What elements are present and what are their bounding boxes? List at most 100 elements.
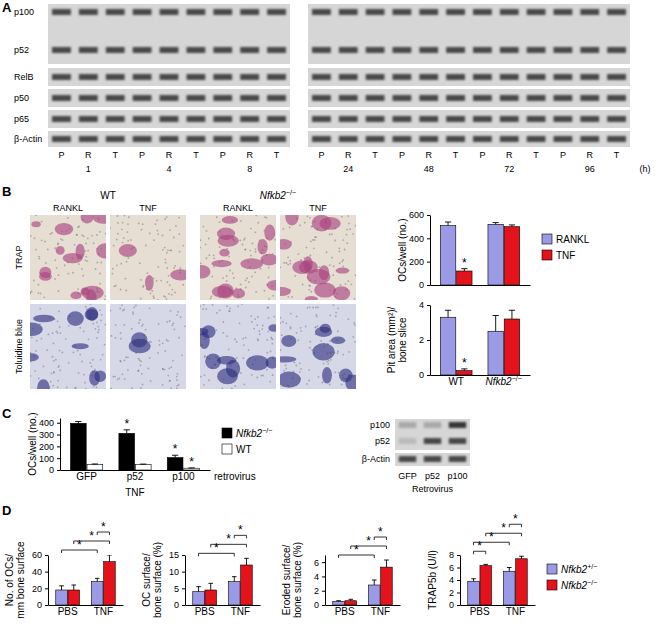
speckle bbox=[48, 334, 50, 336]
blot-band bbox=[79, 74, 98, 80]
speckle bbox=[102, 354, 104, 356]
speckle bbox=[308, 369, 310, 371]
speckle bbox=[169, 380, 171, 382]
speckle bbox=[231, 388, 233, 389]
cell bbox=[211, 260, 231, 267]
speckle bbox=[162, 342, 164, 344]
blot-strip bbox=[308, 131, 630, 147]
speckle bbox=[55, 359, 57, 361]
y-tick: 0 bbox=[174, 600, 185, 610]
bar bbox=[71, 423, 87, 470]
speckle bbox=[316, 316, 318, 318]
blot-band bbox=[160, 47, 179, 53]
speckle bbox=[85, 256, 87, 258]
bar bbox=[345, 601, 357, 605]
speckle bbox=[315, 314, 317, 316]
blot-band bbox=[500, 74, 519, 80]
y-tick-label: 40 bbox=[32, 567, 42, 577]
speckle bbox=[31, 291, 33, 293]
error-bar bbox=[384, 560, 389, 567]
micrograph bbox=[200, 304, 276, 389]
speckle bbox=[242, 338, 244, 340]
speckle bbox=[280, 322, 281, 324]
speckle bbox=[47, 249, 49, 251]
significance-star: * bbox=[513, 512, 518, 526]
speckle bbox=[35, 350, 37, 352]
blot-band bbox=[240, 74, 259, 80]
speckle bbox=[60, 238, 62, 240]
speckle bbox=[74, 244, 76, 246]
significance-star: * bbox=[238, 523, 243, 537]
speckle bbox=[354, 298, 356, 300]
blot-band bbox=[419, 74, 438, 80]
speckle bbox=[283, 262, 285, 264]
speckle bbox=[142, 223, 144, 225]
speckle bbox=[142, 286, 144, 288]
bar bbox=[228, 582, 240, 605]
cell bbox=[31, 221, 40, 227]
cell bbox=[70, 292, 81, 300]
cell bbox=[119, 244, 137, 257]
speckle bbox=[135, 305, 137, 307]
error-bar bbox=[196, 587, 201, 592]
speckle bbox=[290, 313, 292, 315]
x-tick-label: TNF bbox=[94, 606, 113, 617]
speckle bbox=[221, 388, 223, 389]
speckle bbox=[309, 341, 311, 343]
speckle bbox=[43, 296, 45, 298]
speckle bbox=[171, 289, 173, 291]
error-bar bbox=[75, 422, 81, 424]
y-tick-mark bbox=[57, 446, 60, 447]
speckle bbox=[228, 256, 230, 258]
speckle bbox=[83, 374, 85, 376]
speckle bbox=[97, 262, 99, 264]
speckle bbox=[264, 216, 266, 218]
blot-band bbox=[607, 9, 626, 15]
blot-band bbox=[554, 47, 573, 53]
y-tick-mark bbox=[322, 576, 325, 577]
speckle bbox=[133, 306, 135, 308]
speckle bbox=[31, 336, 33, 338]
x-tick-label: PBS bbox=[195, 606, 215, 617]
speckle bbox=[116, 239, 118, 241]
speckle bbox=[141, 325, 143, 327]
y-axis: 0100200300400 bbox=[39, 418, 61, 475]
speckle bbox=[178, 217, 180, 219]
blot-band bbox=[240, 9, 259, 15]
speckle bbox=[229, 308, 231, 310]
speckle bbox=[159, 344, 161, 346]
speckle bbox=[222, 277, 224, 279]
speckle bbox=[127, 223, 129, 225]
error-bar bbox=[232, 577, 237, 582]
speckle bbox=[68, 362, 70, 364]
x-tick-label: TNF bbox=[231, 606, 250, 617]
cell bbox=[281, 335, 296, 347]
speckle bbox=[115, 324, 117, 326]
stain-label: Toluidine blue bbox=[14, 319, 24, 374]
x-tick-label: TNF bbox=[371, 606, 390, 617]
speckle bbox=[124, 378, 126, 380]
blot-row-label: p100 bbox=[14, 7, 34, 17]
blot-row-label: p65 bbox=[14, 114, 29, 124]
y-tick: 60 bbox=[32, 550, 48, 560]
speckle bbox=[219, 309, 221, 311]
cell bbox=[96, 243, 106, 258]
y-axis-title: mm bone surface bbox=[15, 541, 26, 619]
bar-chart: 051015PBSTNFOC surface/bone surface (%)*… bbox=[141, 523, 261, 618]
speckle bbox=[237, 305, 239, 307]
speckle bbox=[123, 237, 125, 239]
speckle bbox=[181, 354, 183, 356]
speckle bbox=[159, 340, 161, 342]
cell bbox=[30, 353, 39, 361]
bar bbox=[516, 559, 528, 605]
speckle bbox=[170, 250, 172, 252]
y-tick-mark bbox=[457, 580, 460, 581]
cell bbox=[93, 215, 106, 224]
blot-band bbox=[580, 95, 599, 101]
speckle bbox=[352, 233, 354, 235]
lane-label: P bbox=[399, 150, 405, 160]
speckle bbox=[85, 306, 87, 308]
blot-band bbox=[267, 116, 286, 122]
blot-band bbox=[500, 9, 519, 15]
speckle bbox=[296, 332, 298, 334]
